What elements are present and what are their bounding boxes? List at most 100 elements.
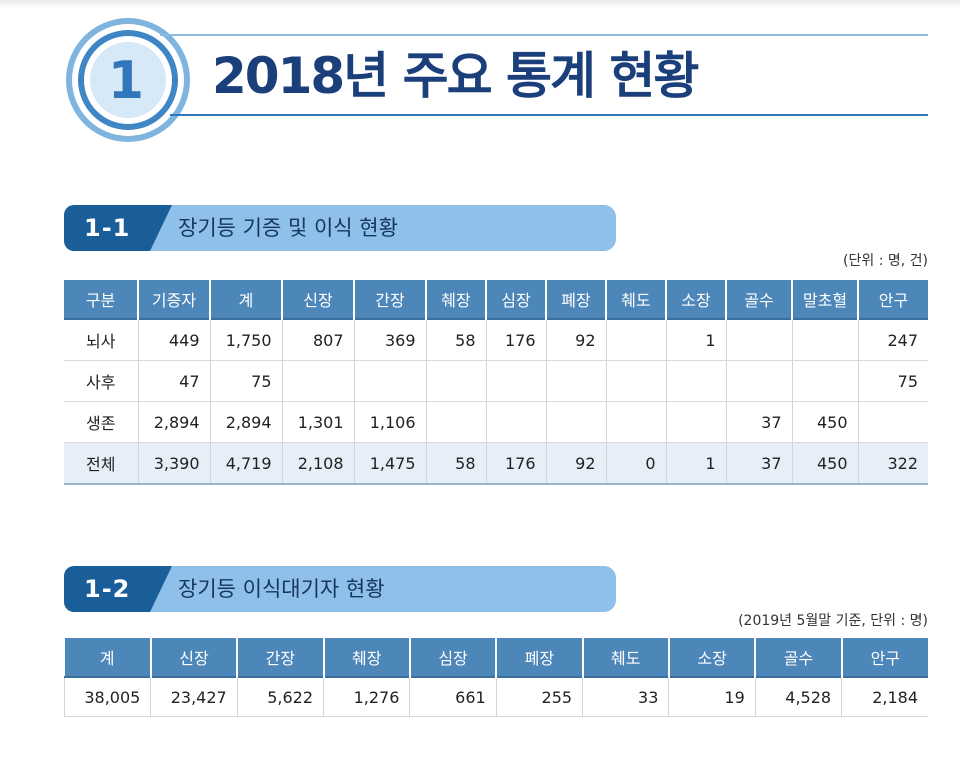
- column-header: 폐장: [495, 638, 583, 677]
- table-row: 생존 2,894 2,894 1,301 1,106 37 450: [64, 401, 928, 443]
- column-header: 췌장: [425, 280, 486, 319]
- table-cell: [791, 360, 858, 402]
- unit-note-2: (2019년 5월말 기준, 단위 : 명): [738, 613, 928, 629]
- table-cell: 2,184: [841, 677, 928, 717]
- table-row: 38,005 23,427 5,622 1,276 661 255 33 19 4,528 2,1…: [63, 677, 928, 717]
- table-cell: 450: [791, 401, 858, 443]
- table-cell: 450: [791, 442, 858, 485]
- table-cell: 1,475: [353, 442, 426, 485]
- column-header: 심장: [408, 638, 497, 677]
- table-cell: 37: [725, 442, 792, 485]
- table-cell: 247: [857, 319, 928, 361]
- table-cell: [485, 360, 546, 402]
- section-number: 1-2: [84, 575, 131, 603]
- table-cell: 38,005: [63, 677, 151, 717]
- table-cell: 1,301: [281, 401, 354, 443]
- table-cell: 369: [353, 319, 426, 361]
- table-cell: 2,894: [209, 401, 282, 443]
- table-cell: [425, 401, 486, 443]
- section-heading-1-2: 1-2 장기등 이식대기자 현황: [64, 566, 616, 612]
- table-row: 사후 47 75 75: [64, 360, 928, 402]
- table-cell: [545, 360, 606, 402]
- table-cell: 1: [665, 442, 726, 485]
- column-header: 신장: [281, 280, 354, 319]
- table-cell: 449: [137, 319, 210, 361]
- table-row: 뇌사 449 1,750 807 369 58 176 92 1 247: [64, 319, 928, 361]
- column-header: 소장: [667, 638, 756, 677]
- chapter-badge: 1: [66, 18, 190, 142]
- column-header: 췌장: [322, 638, 410, 677]
- table-cell: 58: [425, 319, 486, 361]
- section-title: 장기등 기증 및 이식 현황: [178, 216, 398, 240]
- column-header: 신장: [149, 638, 238, 677]
- column-header: 췌도: [581, 638, 669, 677]
- section-number: 1-1: [84, 214, 131, 242]
- row-label: 전체: [64, 442, 138, 485]
- table-cell: 23,427: [150, 677, 238, 717]
- table-cell: 75: [857, 360, 928, 402]
- table-cell: [725, 360, 792, 402]
- table-cell: 1,276: [323, 677, 410, 717]
- waiting-list-table: 계 신장 간장 췌장 심장 폐장 췌도 소장 골수 안구 38,005 23,427 5,622 1,2…: [63, 638, 928, 717]
- table-cell: 92: [545, 319, 606, 361]
- table-cell: 807: [281, 319, 354, 361]
- table-cell: 1,106: [353, 401, 426, 443]
- table-cell: [791, 319, 858, 361]
- column-header: 폐장: [545, 280, 606, 319]
- row-label: 생존: [64, 401, 138, 443]
- table-cell: 37: [725, 401, 792, 443]
- table-header-row: 계 신장 간장 췌장 심장 폐장 췌도 소장 골수 안구: [64, 638, 928, 677]
- table-row: 전체 3,390 4,719 2,108 1,475 58 176 92 0 1 37 450 322: [64, 442, 928, 485]
- column-header: 심장: [485, 280, 546, 319]
- section-label-box: [150, 566, 616, 612]
- table-cell: 4,528: [754, 677, 842, 717]
- page-title: 2018년 주요 통계 현황: [212, 47, 699, 105]
- section-label-box: [150, 205, 616, 251]
- column-header: 간장: [236, 638, 324, 677]
- table-cell: 2,894: [137, 401, 210, 443]
- section-heading-1-1: 1-1 장기등 기증 및 이식 현황: [64, 205, 616, 251]
- table-cell: 1: [665, 319, 726, 361]
- table-cell: [605, 401, 666, 443]
- row-label: 사후: [64, 360, 138, 402]
- table-cell: [281, 360, 354, 402]
- table-cell: [857, 401, 928, 443]
- table-cell: [545, 401, 606, 443]
- table-cell: [425, 360, 486, 402]
- column-header: 계: [209, 280, 282, 319]
- row-label: 뇌사: [64, 319, 138, 361]
- table-cell: 75: [209, 360, 282, 402]
- table-cell: 4,719: [209, 442, 282, 485]
- table-cell: 1,750: [209, 319, 282, 361]
- table-cell: 0: [605, 442, 666, 485]
- table-cell: [605, 319, 666, 361]
- table-cell: 47: [137, 360, 210, 402]
- table-cell: [353, 360, 426, 402]
- top-shade: [0, 0, 960, 8]
- table-cell: 322: [857, 442, 928, 485]
- table-cell: 176: [485, 442, 546, 485]
- donation-transplant-table: 구분 기증자 계 신장 간장 췌장 심장 폐장 췌도 소장 골수 말초혈 안구 뇌사 449 1,750 80…: [64, 280, 928, 485]
- title-rule-bottom: [170, 114, 928, 116]
- table-cell: 19: [668, 677, 756, 717]
- column-header: 구분: [64, 280, 138, 319]
- column-header: 소장: [665, 280, 726, 319]
- column-header: 골수: [754, 638, 842, 677]
- table-cell: 661: [409, 677, 497, 717]
- table-cell: 255: [495, 677, 583, 717]
- column-header: 기증자: [137, 280, 210, 319]
- table-cell: 92: [545, 442, 606, 485]
- column-header: 간장: [353, 280, 426, 319]
- table-cell: [665, 360, 726, 402]
- unit-note-1: (단위 : 명, 건): [843, 253, 928, 269]
- column-header: 안구: [840, 638, 928, 677]
- column-header: 골수: [725, 280, 792, 319]
- column-header: 말초혈: [791, 280, 858, 319]
- column-header: 안구: [857, 280, 928, 319]
- table-header-row: 구분 기증자 계 신장 간장 췌장 심장 폐장 췌도 소장 골수 말초혈 안구: [64, 280, 928, 319]
- table-cell: 3,390: [137, 442, 210, 485]
- table-cell: 33: [582, 677, 669, 717]
- table-cell: [665, 401, 726, 443]
- table-cell: 5,622: [236, 677, 324, 717]
- section-title: 장기등 이식대기자 현황: [178, 577, 385, 601]
